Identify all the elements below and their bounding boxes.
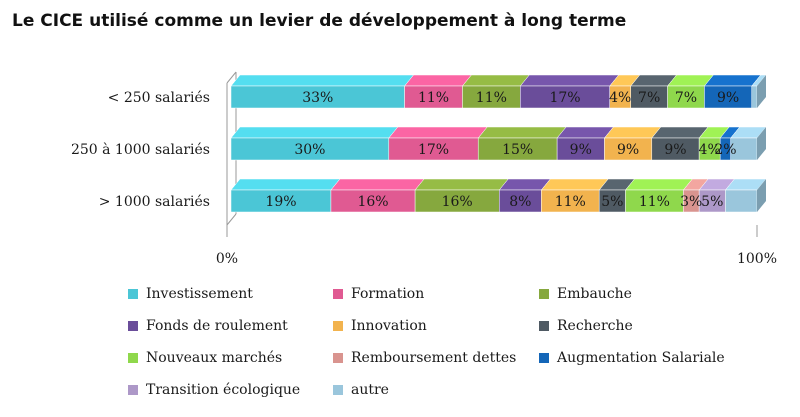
data-label-innovation-row-2: 9% bbox=[617, 142, 639, 158]
x-tick-label-0: 0% bbox=[216, 251, 238, 267]
data-label-recherche-row-3: 5% bbox=[601, 194, 623, 210]
data-label-remboursement-dettes-row-3: 3% bbox=[680, 194, 702, 210]
data-label-augmentation-salariale-row-1: 9% bbox=[717, 90, 739, 106]
data-label-embauche-row-3: 16% bbox=[442, 194, 473, 210]
bar-recherche-row-2-top bbox=[651, 126, 709, 139]
legend-label-embauche: Embauche bbox=[557, 286, 632, 302]
legend-label-nouveaux-marches: Nouveaux marchés bbox=[146, 350, 282, 366]
category-label-3: > 1000 salariés bbox=[99, 194, 210, 210]
data-label-nouveaux-marches-row-1: 7% bbox=[675, 90, 697, 106]
bar-embauche-row-1-top bbox=[461, 74, 530, 87]
legend-swatch-transition-ecologique bbox=[128, 385, 138, 395]
data-label-innovation-row-3: 11% bbox=[555, 194, 586, 210]
legend-label-innovation: Innovation bbox=[351, 318, 427, 334]
bar-investissement-row-3-top bbox=[230, 178, 341, 191]
axis-bottom-edge bbox=[226, 213, 237, 226]
legend-swatch-nouveaux-marches bbox=[128, 353, 138, 363]
legend-label-fonds-de-roulement: Fonds de roulement bbox=[146, 318, 288, 334]
data-label-embauche-row-1: 11% bbox=[476, 90, 507, 106]
data-label-fonds-de-roulement-row-3: 8% bbox=[509, 194, 531, 210]
data-label-fonds-de-roulement-row-2: 9% bbox=[570, 142, 592, 158]
data-label-embauche-row-2: 15% bbox=[502, 142, 533, 158]
data-label-nouveaux-marches-row-2: 4% bbox=[699, 142, 721, 158]
legend-swatch-recherche bbox=[539, 321, 549, 331]
bar-end-face-row-1 bbox=[757, 75, 766, 108]
legend-label-autre: autre bbox=[351, 382, 389, 398]
chart-legend: Investissement Formation Embauche Fonds de … bbox=[128, 286, 725, 398]
legend-swatch-fonds-de-roulement bbox=[128, 321, 138, 331]
bar-formation-row-3-top bbox=[330, 178, 425, 191]
bar-innovation-row-2-top bbox=[603, 126, 662, 139]
legend-swatch-augmentation-salariale bbox=[539, 353, 549, 363]
category-label-2: 250 à 1000 salariés bbox=[71, 141, 210, 158]
data-label-nouveaux-marches-row-3: 11% bbox=[639, 194, 670, 210]
chart-bars bbox=[230, 74, 767, 213]
bar-investissement-row-1-top bbox=[230, 74, 415, 87]
data-label-transition-ecologique-row-3: 5% bbox=[701, 194, 723, 210]
bar-autre-row-1 bbox=[751, 85, 758, 109]
bar-formation-row-1-top bbox=[404, 74, 472, 87]
bar-embauche-row-2-top bbox=[477, 126, 567, 139]
bar-nouveaux-marches-row-3-top bbox=[624, 178, 693, 191]
data-label-investissement-row-1: 33% bbox=[302, 90, 333, 106]
legend-swatch-remboursement-dettes bbox=[333, 353, 343, 363]
chart-title: Le CICE utilisé comme un levier de dével… bbox=[12, 11, 627, 31]
legend-label-remboursement-dettes: Remboursement dettes bbox=[351, 350, 516, 366]
bar-innovation-row-3-top bbox=[540, 178, 609, 191]
bar-investissement-row-2-top bbox=[230, 126, 399, 139]
legend-label-formation: Formation bbox=[351, 286, 424, 302]
data-label-formation-row-2: 17% bbox=[418, 142, 449, 158]
legend-label-recherche: Recherche bbox=[557, 318, 633, 334]
bar-fonds-de-roulement-row-2-top bbox=[556, 126, 614, 139]
data-label-augmentation-salariale-row-2: 2% bbox=[714, 142, 736, 158]
data-label-investissement-row-2: 30% bbox=[294, 142, 325, 158]
legend-swatch-formation bbox=[333, 289, 343, 299]
chart-labels: < 250 salariés 250 à 1000 salariés > 1000 … bbox=[71, 90, 739, 210]
legend-swatch-innovation bbox=[333, 321, 343, 331]
legend-label-augmentation-salariale: Augmentation Salariale bbox=[556, 350, 725, 366]
data-label-recherche-row-1: 7% bbox=[638, 90, 660, 106]
bar-end-face-row-3 bbox=[757, 179, 766, 212]
data-label-investissement-row-3: 19% bbox=[265, 194, 296, 210]
bar-embauche-row-3-top bbox=[414, 178, 509, 191]
axis-top-edge bbox=[226, 71, 237, 84]
data-label-formation-row-1: 11% bbox=[418, 90, 449, 106]
x-tick-label-100: 100% bbox=[737, 251, 777, 267]
legend-label-transition-ecologique: Transition écologique bbox=[146, 382, 300, 398]
legend-swatch-autre bbox=[333, 385, 343, 395]
legend-label-investissement: Investissement bbox=[146, 286, 253, 302]
bar-autre-row-3 bbox=[725, 189, 758, 213]
category-label-1: < 250 salariés bbox=[108, 90, 210, 106]
bar-end-face-row-2 bbox=[757, 127, 766, 160]
legend-swatch-embauche bbox=[539, 289, 549, 299]
bar-formation-row-2-top bbox=[388, 126, 488, 139]
data-label-formation-row-3: 16% bbox=[357, 194, 388, 210]
data-label-recherche-row-2: 9% bbox=[664, 142, 686, 158]
legend-swatch-investissement bbox=[128, 289, 138, 299]
bar-augmentation-salariale-row-1-top bbox=[703, 74, 762, 87]
data-label-innovation-row-1: 4% bbox=[609, 90, 631, 106]
bar-fonds-de-roulement-row-1-top bbox=[519, 74, 620, 87]
data-label-fonds-de-roulement-row-1: 17% bbox=[549, 90, 580, 106]
